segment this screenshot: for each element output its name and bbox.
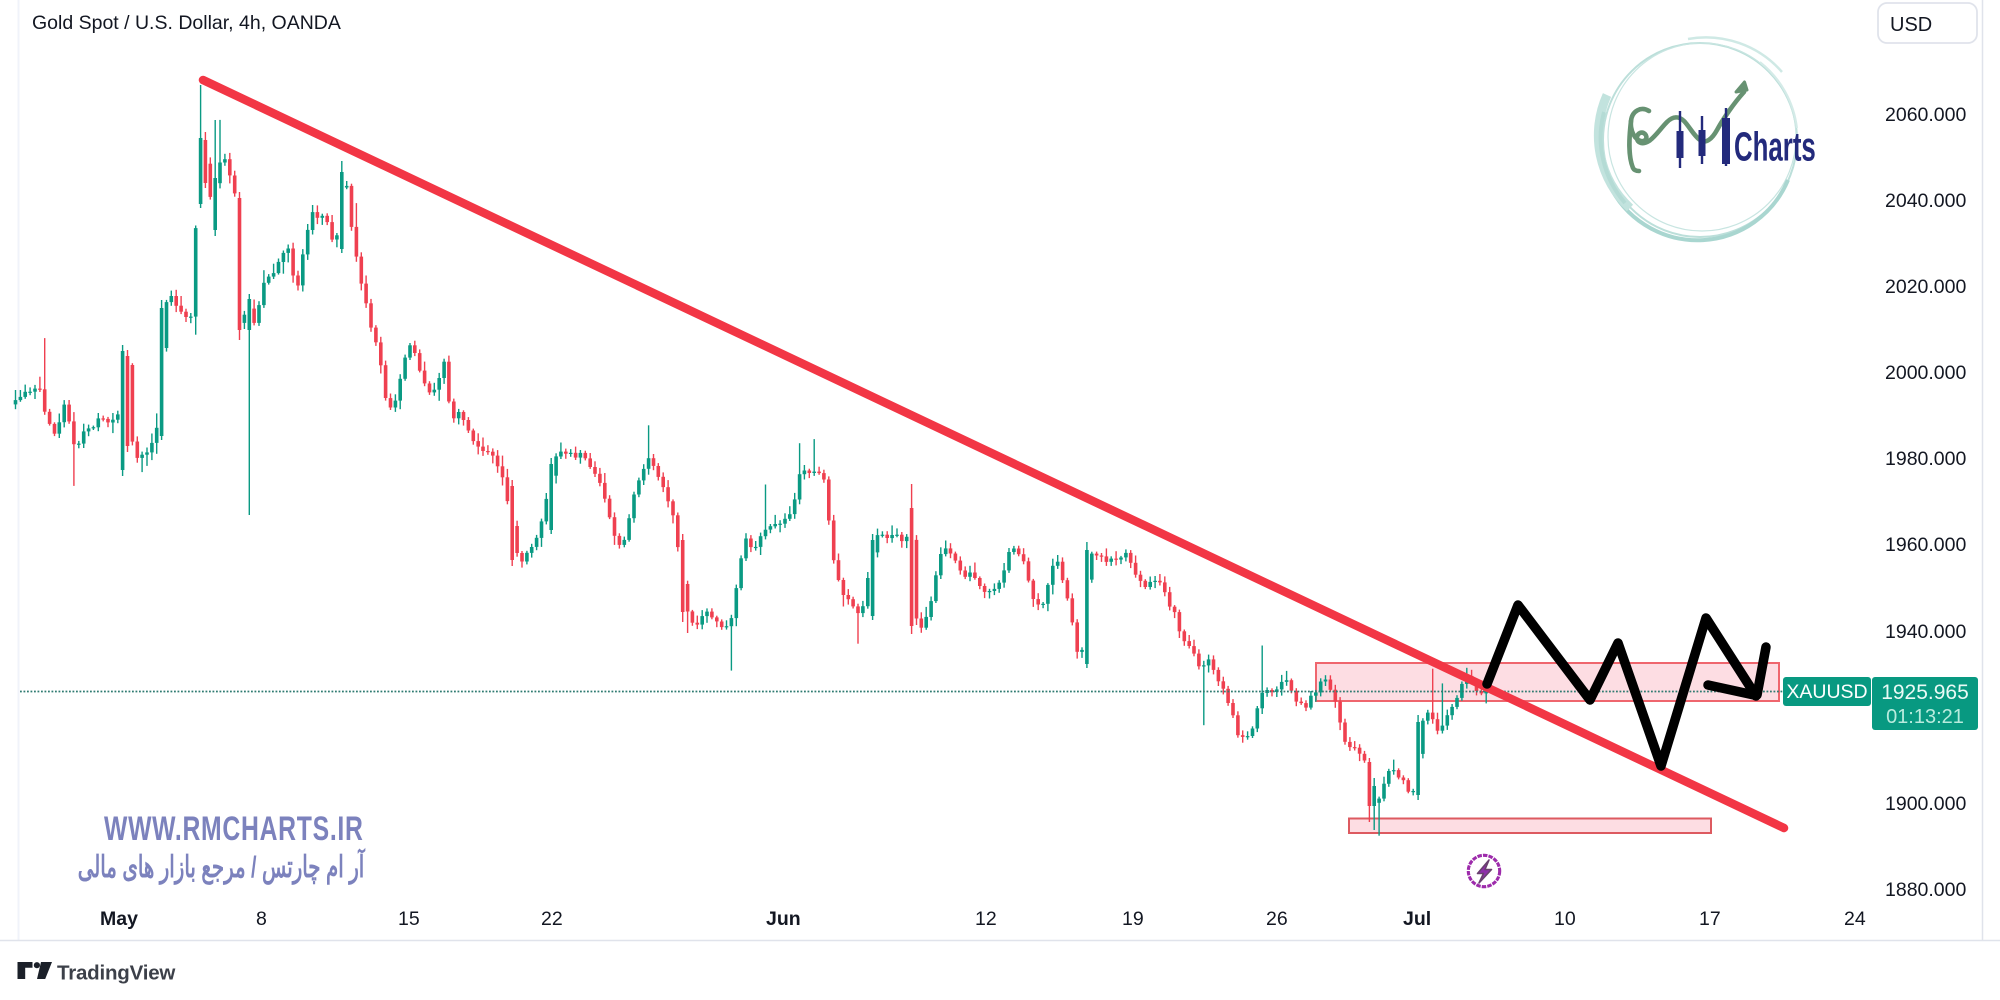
svg-text:Jul: Jul — [1403, 908, 1431, 930]
svg-text:USD: USD — [1890, 14, 1932, 36]
svg-text:1900.000: 1900.000 — [1885, 793, 1966, 815]
svg-text:1980.000: 1980.000 — [1885, 448, 1966, 470]
svg-text:10: 10 — [1554, 908, 1576, 930]
svg-text:1880.000: 1880.000 — [1885, 879, 1966, 901]
svg-text:Gold Spot / U.S. Dollar, 4h, O: Gold Spot / U.S. Dollar, 4h, OANDA — [32, 12, 341, 34]
svg-text:01:13:21: 01:13:21 — [1886, 706, 1964, 728]
svg-text:TradingView: TradingView — [57, 962, 175, 985]
svg-text:19: 19 — [1122, 908, 1144, 930]
svg-text:2060.000: 2060.000 — [1885, 104, 1966, 126]
svg-text:May: May — [100, 908, 138, 930]
svg-text:17: 17 — [1699, 908, 1721, 930]
svg-text:15: 15 — [398, 908, 420, 930]
svg-text:1925.965: 1925.965 — [1881, 681, 1969, 704]
svg-text:Jun: Jun — [766, 908, 801, 930]
svg-text:2040.000: 2040.000 — [1885, 190, 1966, 212]
svg-text:آر ام چارتس / مرجع بازار های م: آر ام چارتس / مرجع بازار های مالی — [78, 847, 366, 885]
svg-text:1960.000: 1960.000 — [1885, 534, 1966, 556]
svg-text:26: 26 — [1266, 908, 1288, 930]
svg-text:8: 8 — [256, 908, 267, 930]
svg-text:1940.000: 1940.000 — [1885, 621, 1966, 643]
svg-text:22: 22 — [541, 908, 563, 930]
svg-text:2000.000: 2000.000 — [1885, 362, 1966, 384]
svg-text:Charts: Charts — [1734, 125, 1816, 170]
svg-text:XAUUSD: XAUUSD — [1786, 681, 1867, 703]
svg-text:12: 12 — [975, 908, 997, 930]
svg-text:24: 24 — [1844, 908, 1866, 930]
svg-text:WWW.RMCHARTS.IR: WWW.RMCHARTS.IR — [104, 810, 364, 848]
svg-text:2020.000: 2020.000 — [1885, 276, 1966, 298]
